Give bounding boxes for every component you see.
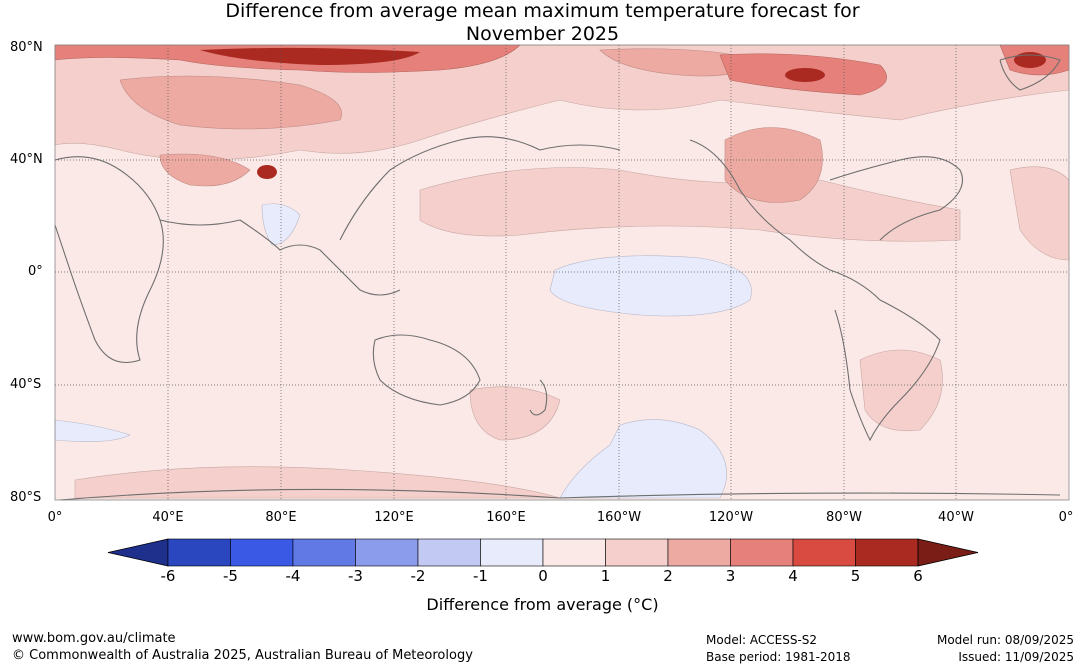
- coastlines: [54, 54, 1061, 501]
- north-america-west-coastline: [689, 139, 831, 271]
- colorbar-tick-label: 0: [538, 567, 548, 585]
- colorbar-swatch: [667, 538, 731, 567]
- colorbar: -6 -5 -4 -3 -2 -1 0 1 2 3 4 5 6 Difference from aver…: [0, 535, 1085, 625]
- hudson-extreme-spot: [785, 68, 825, 82]
- greenland-coastline: [999, 54, 1061, 91]
- colorbar-tick-label: 2: [663, 567, 673, 585]
- tibet-extreme-spot: [257, 165, 277, 179]
- colorbar-swatch: [730, 538, 794, 567]
- tasman-warm-region: [469, 386, 561, 441]
- title-line-1: Difference from average mean maximum tem…: [225, 0, 860, 22]
- lat-label-80n: 80°N: [10, 40, 43, 55]
- colorbar-swatches: [107, 538, 979, 567]
- colorbar-tick-label: 5: [850, 567, 861, 585]
- colorbar-swatch: [792, 538, 856, 567]
- east-asia-coastline: [339, 136, 621, 241]
- lon-label-40w: 40°W: [938, 510, 974, 525]
- colorbar-swatch: [292, 538, 356, 567]
- india-cool-region: [261, 203, 301, 246]
- north-america-east-coastline: [829, 156, 964, 241]
- lon-label-160e: 160°E: [486, 510, 526, 525]
- colorbar-swatch: [542, 538, 606, 567]
- colorbar-tick-label: 1: [600, 567, 611, 585]
- new-zealand-coastline: [529, 379, 548, 416]
- footer-model: Model: ACCESS-S2: [706, 633, 818, 647]
- colorbar-tick-label: 4: [788, 567, 798, 585]
- colorbar-swatch: [480, 538, 544, 567]
- arctic-extreme-region: [200, 47, 420, 65]
- colorbar-tick-label: -6: [160, 567, 176, 585]
- colorbar-swatch: [230, 538, 294, 567]
- map-title: Difference from average mean maximum tem…: [0, 0, 1085, 46]
- pacific-cool-region: [549, 255, 752, 317]
- south-pacific-cool-region: [559, 419, 727, 499]
- lon-label-120w: 120°W: [708, 510, 754, 525]
- colorbar-tick-label: -1: [473, 567, 488, 585]
- lat-label-40n: 40°N: [10, 152, 43, 167]
- colorbar-arrow-low: [107, 538, 169, 567]
- colorbar-swatch: [855, 538, 919, 567]
- greenland-extreme-spot: [1014, 52, 1046, 68]
- colorbar-label: Difference from average (°C): [426, 595, 659, 614]
- lon-label-120e: 120°E: [374, 510, 414, 525]
- north-america-warm-region: [724, 127, 823, 203]
- grid-lines: [55, 45, 1069, 500]
- colorbar-tick-label: -4: [285, 567, 301, 585]
- lon-label-160w: 160°W: [596, 510, 642, 525]
- colorbar-tick-label: 3: [725, 567, 736, 585]
- colorbar-tick-label: -3: [348, 567, 363, 585]
- south-asia-coastline: [159, 219, 401, 296]
- lat-label-80s: 80°S: [10, 490, 42, 505]
- lat-label-40s: 40°S: [10, 377, 42, 392]
- footer-copyright: © Commonwealth of Australia 2025, Austra…: [12, 648, 473, 663]
- south-america-coastline: [829, 269, 941, 442]
- southern-ocean-warm-band: [74, 466, 561, 499]
- australia-coastline: [372, 334, 481, 406]
- footer-base-period: Base period: 1981-2018: [706, 650, 851, 664]
- antarctica-coastline: [59, 488, 1061, 501]
- map-canvas: [54, 44, 1070, 501]
- colorbar-swatch: [355, 538, 419, 567]
- colorbar-arrow-high: [917, 538, 979, 567]
- lat-label-0: 0°: [28, 264, 43, 279]
- colorbar-tick-label: 6: [913, 567, 923, 585]
- colorbar-swatch: [605, 538, 669, 567]
- footer-website: www.bom.gov.au/climate: [12, 631, 176, 646]
- footer-model-run: Model run: 08/09/2025: [936, 633, 1074, 647]
- title-line-2: November 2025: [465, 23, 620, 45]
- north-pacific-warm-band: [419, 167, 961, 242]
- forecast-map: 80°N 40°N 0° 40°S 80°S 0° 40°E 80°E 120°…: [0, 40, 1085, 530]
- lon-label-0-west: 0°: [47, 510, 63, 525]
- central-asia-warm-region: [159, 153, 251, 187]
- south-atlantic-cool-region: [54, 419, 131, 442]
- colorbar-tick-label: -5: [223, 567, 238, 585]
- lon-label-40e: 40°E: [152, 510, 184, 525]
- colorbar-swatch: [167, 538, 231, 567]
- colorbar-swatch: [417, 538, 481, 567]
- map-frame: [54, 44, 1070, 501]
- lon-label-80e: 80°E: [265, 510, 297, 525]
- south-america-warm-region: [859, 349, 943, 432]
- colorbar-tick-label: -2: [410, 567, 426, 585]
- lon-label-80w: 80°W: [826, 510, 862, 525]
- lon-label-0-east: 0°: [1058, 510, 1074, 525]
- footer-issued: Issued: 11/09/2025: [958, 650, 1074, 664]
- africa-coastline: [54, 156, 164, 364]
